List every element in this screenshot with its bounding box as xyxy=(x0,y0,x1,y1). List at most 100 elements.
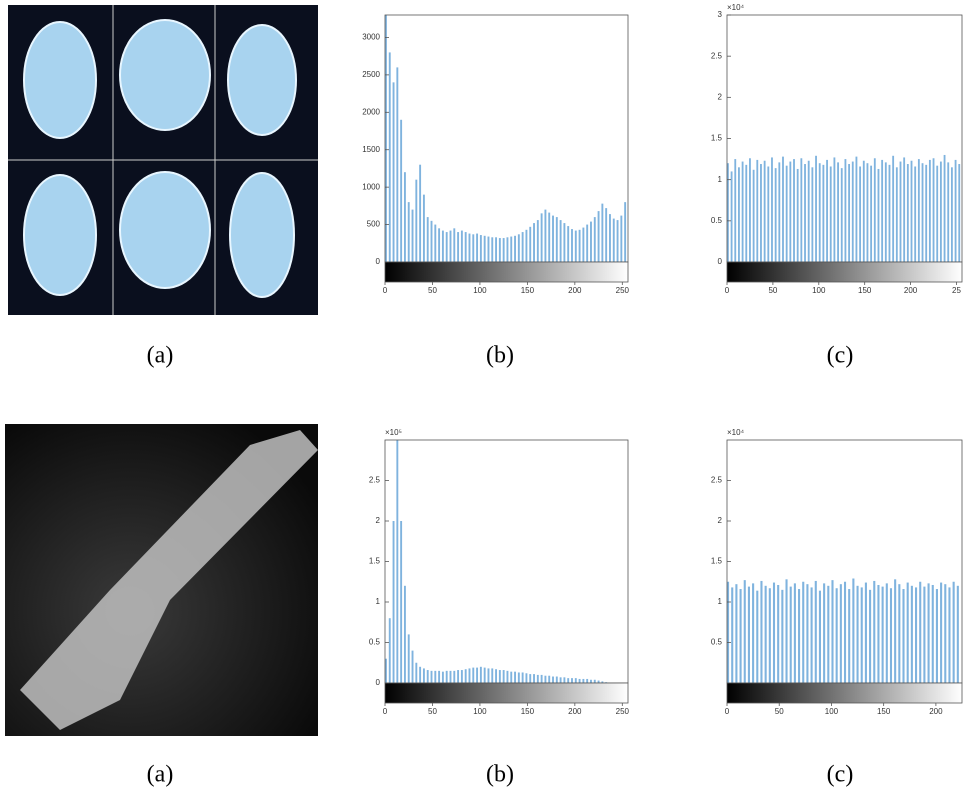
bar xyxy=(495,237,497,262)
bar xyxy=(472,234,474,262)
bar xyxy=(389,52,391,262)
bar xyxy=(415,180,417,262)
bar xyxy=(831,580,833,683)
bar xyxy=(514,236,516,262)
bar xyxy=(579,230,581,262)
bar xyxy=(837,162,839,262)
y-tick-label: 1 xyxy=(376,597,381,606)
y-tick-label: 3 xyxy=(718,10,723,19)
bar xyxy=(826,160,828,262)
bar xyxy=(928,583,930,683)
bar xyxy=(777,585,779,683)
bar xyxy=(594,217,596,262)
bar xyxy=(431,221,433,262)
x-tick-label: 150 xyxy=(877,707,891,716)
bar xyxy=(601,204,603,262)
bar xyxy=(886,583,888,683)
y-exponent: ×10⁴ xyxy=(727,428,745,437)
panel-caption: (a) xyxy=(147,762,174,788)
bar xyxy=(819,163,821,262)
bar xyxy=(613,219,615,262)
bar xyxy=(598,211,600,262)
y-exponent: ×10⁴ xyxy=(727,3,745,12)
bar xyxy=(476,234,478,262)
bar xyxy=(419,667,421,683)
bar xyxy=(848,164,850,262)
bar xyxy=(898,584,900,683)
bar xyxy=(867,163,869,262)
bar xyxy=(753,170,755,262)
bar xyxy=(469,234,471,262)
bar xyxy=(419,165,421,262)
bar xyxy=(811,587,813,683)
x-tick-label: 25 xyxy=(952,286,961,295)
x-tick-label: 50 xyxy=(428,707,437,716)
bar xyxy=(571,678,573,683)
x-tick-label: 100 xyxy=(812,286,826,295)
bar xyxy=(408,202,410,262)
bar xyxy=(548,213,550,262)
bar xyxy=(488,668,490,683)
bar xyxy=(804,164,806,262)
bar xyxy=(453,228,455,262)
bar xyxy=(734,159,736,262)
bar xyxy=(412,210,414,262)
bar xyxy=(510,237,512,262)
bar xyxy=(794,583,796,683)
y-tick-label: 1.5 xyxy=(369,557,381,566)
bar xyxy=(533,674,535,683)
bar xyxy=(873,581,875,683)
x-tick-label: 200 xyxy=(568,707,582,716)
x-tick-label: 50 xyxy=(775,707,784,716)
bar xyxy=(844,582,846,683)
bar xyxy=(748,587,750,683)
bar xyxy=(620,216,622,262)
y-tick-label: 1 xyxy=(718,597,723,606)
x-tick-label: 200 xyxy=(568,286,582,295)
bar xyxy=(461,231,463,262)
plot-frame xyxy=(385,440,628,683)
bar xyxy=(480,235,482,262)
bar xyxy=(936,166,938,262)
y-tick-label: 2.5 xyxy=(369,476,381,485)
bar xyxy=(857,586,859,683)
bar xyxy=(958,164,960,262)
bar xyxy=(529,227,531,262)
bar xyxy=(450,231,452,262)
bar xyxy=(740,589,742,683)
bar xyxy=(922,163,924,262)
bar xyxy=(575,231,577,262)
panel-caption: (a) xyxy=(147,343,174,369)
bar xyxy=(400,521,402,683)
y-tick-label: 500 xyxy=(367,220,381,229)
bar xyxy=(881,160,883,262)
bar xyxy=(552,677,554,683)
colorbar xyxy=(385,683,628,703)
bar xyxy=(827,586,829,683)
bar xyxy=(499,670,501,683)
bar xyxy=(400,120,402,262)
bar xyxy=(852,579,854,683)
bar xyxy=(793,159,795,262)
bar xyxy=(744,580,746,683)
x-tick-label: 50 xyxy=(428,286,437,295)
y-tick-label: 0 xyxy=(376,257,381,266)
bar xyxy=(586,225,588,262)
bar xyxy=(947,162,949,262)
x-tick-label: 150 xyxy=(858,286,872,295)
bar xyxy=(453,671,455,683)
bar xyxy=(461,670,463,683)
bar xyxy=(609,214,611,262)
bar xyxy=(773,583,775,683)
panel-caption: (b) xyxy=(486,343,514,369)
bar xyxy=(944,584,946,683)
bar xyxy=(563,223,565,262)
panel-caption: (c) xyxy=(827,343,854,369)
bar xyxy=(590,222,592,262)
bar xyxy=(877,585,879,683)
bar xyxy=(457,232,459,262)
bar xyxy=(852,162,854,262)
bar xyxy=(911,161,913,262)
bar xyxy=(756,591,758,683)
y-tick-label: 2.5 xyxy=(711,476,723,485)
